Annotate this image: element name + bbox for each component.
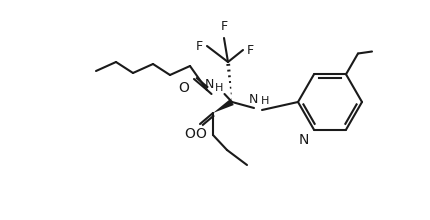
Text: F: F — [221, 20, 227, 33]
Text: O: O — [195, 127, 206, 141]
Text: F: F — [247, 44, 254, 57]
Text: N: N — [249, 93, 258, 106]
Text: O: O — [184, 127, 195, 141]
Text: H: H — [261, 96, 269, 106]
Text: N: N — [298, 133, 309, 147]
Text: H: H — [215, 83, 224, 93]
Text: F: F — [196, 40, 203, 53]
Polygon shape — [213, 99, 234, 113]
Text: O: O — [178, 81, 189, 95]
Text: N: N — [205, 78, 215, 91]
